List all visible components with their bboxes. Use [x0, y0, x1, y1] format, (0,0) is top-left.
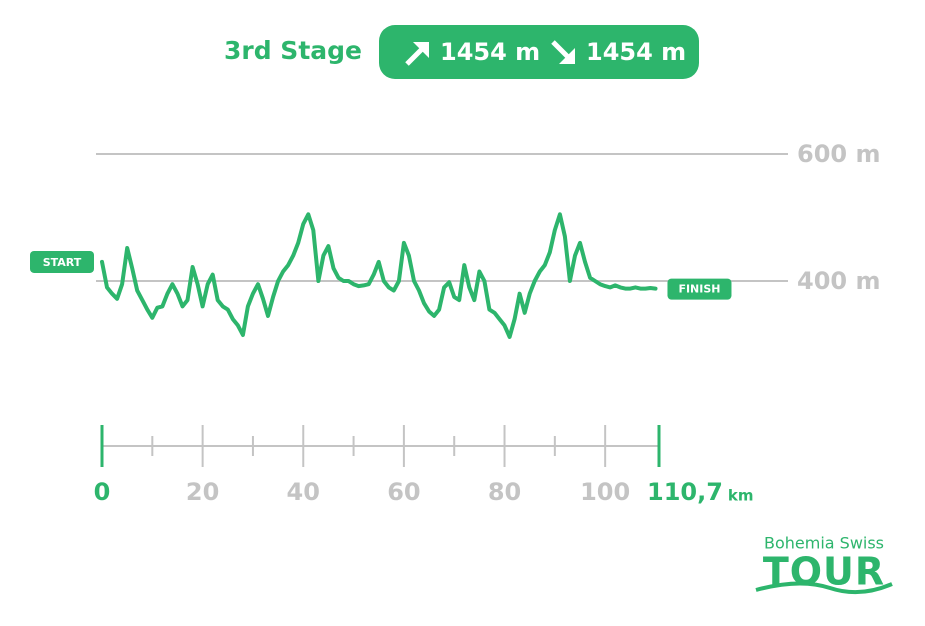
down-arrow	[551, 40, 575, 64]
y-tick-label: 600 m	[797, 140, 880, 168]
x-tick-label: 40	[287, 478, 320, 506]
x-tick-label: 110,7	[647, 478, 723, 506]
y-tick-label: 400 m	[797, 267, 880, 295]
x-tick-label: 20	[186, 478, 219, 506]
climb-pill	[379, 25, 699, 79]
start-tag	[30, 250, 94, 273]
x-tick-label: 0	[94, 478, 111, 506]
elevation-line	[100, 212, 658, 339]
stage-title: 3rd Stage	[224, 36, 362, 65]
start-label: START	[43, 256, 82, 269]
logo-swoosh	[755, 581, 893, 595]
logo-line1: Bohemia Swiss	[764, 534, 884, 553]
x-unit: km	[728, 487, 754, 505]
up-arrow	[405, 42, 429, 66]
logo: Bohemia Swiss TOUR	[755, 534, 893, 595]
finish-label: FINISH	[678, 283, 720, 296]
finish-tag	[667, 278, 732, 300]
x-tick-label: 80	[488, 478, 521, 506]
x-tick-label: 100	[580, 478, 630, 506]
descent: 1454 m	[586, 38, 686, 66]
x-tick-label: 60	[387, 478, 420, 506]
plot: 400 m 600 m 0 20 40 60 80 100 110,7 km START FINISH	[30, 140, 880, 506]
ascent: 1454 m	[440, 38, 540, 66]
